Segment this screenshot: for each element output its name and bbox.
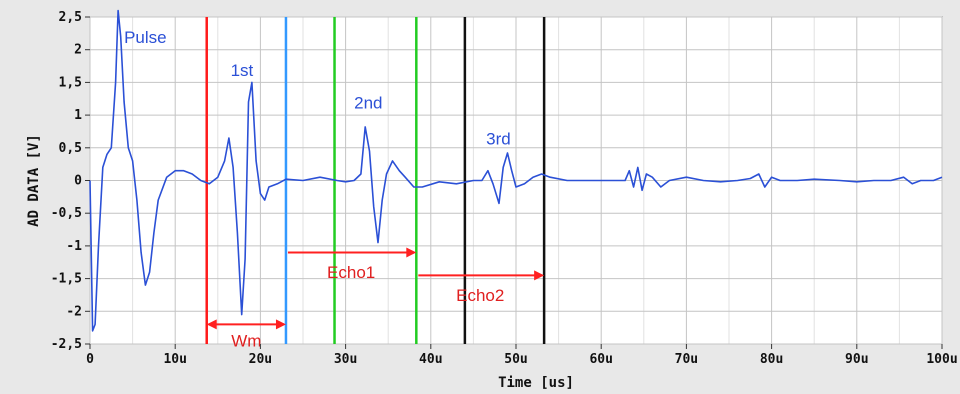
arrow-head (534, 270, 545, 281)
arrow-label: Echo2 (456, 286, 504, 305)
y-tick-label: 2 (74, 43, 82, 58)
x-tick-label: 30u (334, 352, 357, 367)
arrow-head (406, 247, 417, 258)
x-tick-label: 60u (589, 352, 612, 367)
peak-label: 3rd (486, 130, 511, 149)
series-line (89, 9, 943, 332)
arrow-head (206, 319, 217, 330)
y-tick-label: 0 (74, 174, 82, 189)
marker-lines (205, 17, 546, 344)
y-tick-label: 0,5 (59, 141, 82, 156)
y-tick-label: -1 (66, 239, 82, 254)
y-tick-label: -1,5 (51, 272, 82, 287)
x-tick-label: 70u (675, 352, 698, 367)
x-tick-label: 90u (845, 352, 868, 367)
y-tick-label: 1 (74, 108, 82, 123)
y-tick-label: -2 (66, 304, 82, 319)
y-tick-label: 1,5 (59, 75, 82, 90)
arrow-annotations: Wm Echo1 Echo2 (206, 247, 545, 351)
x-tick-label: 50u (504, 352, 527, 367)
x-tick-label: 20u (249, 352, 272, 367)
x-axis-label: Time [us] (498, 375, 574, 391)
peak-label: 1st (231, 61, 254, 80)
x-tick-label: 40u (419, 352, 442, 367)
x-tick-label: 100u (926, 352, 957, 367)
x-tick-label: 80u (760, 352, 783, 367)
x-tick-label: 10u (163, 352, 186, 367)
series-group (89, 9, 943, 332)
peak-annotations: Pulse 1st 2nd 3rd (124, 28, 511, 148)
arrow-label: Wm (231, 332, 261, 351)
y-axis-label: AD DATA [V] (26, 134, 42, 227)
y-tick-label: -0,5 (51, 206, 82, 221)
grid-lines (89, 16, 943, 345)
peak-label: Pulse (124, 28, 167, 47)
peak-label: 2nd (354, 94, 382, 113)
arrow-head (275, 319, 286, 330)
x-tick-label: 0 (86, 352, 94, 367)
y-tick-label: -2,5 (51, 337, 82, 352)
y-tick-label: 2,5 (59, 10, 82, 25)
x-axis-ticks: 0 10u 20u 30u 40u 50u 60u 70u 80u 90u 100u (86, 344, 958, 367)
y-axis-ticks: 2,5 2 1,5 1 0,5 0 -0,5 -1 -1,5 -2 -2,5 (51, 10, 90, 352)
arrow-label: Echo1 (327, 263, 375, 282)
